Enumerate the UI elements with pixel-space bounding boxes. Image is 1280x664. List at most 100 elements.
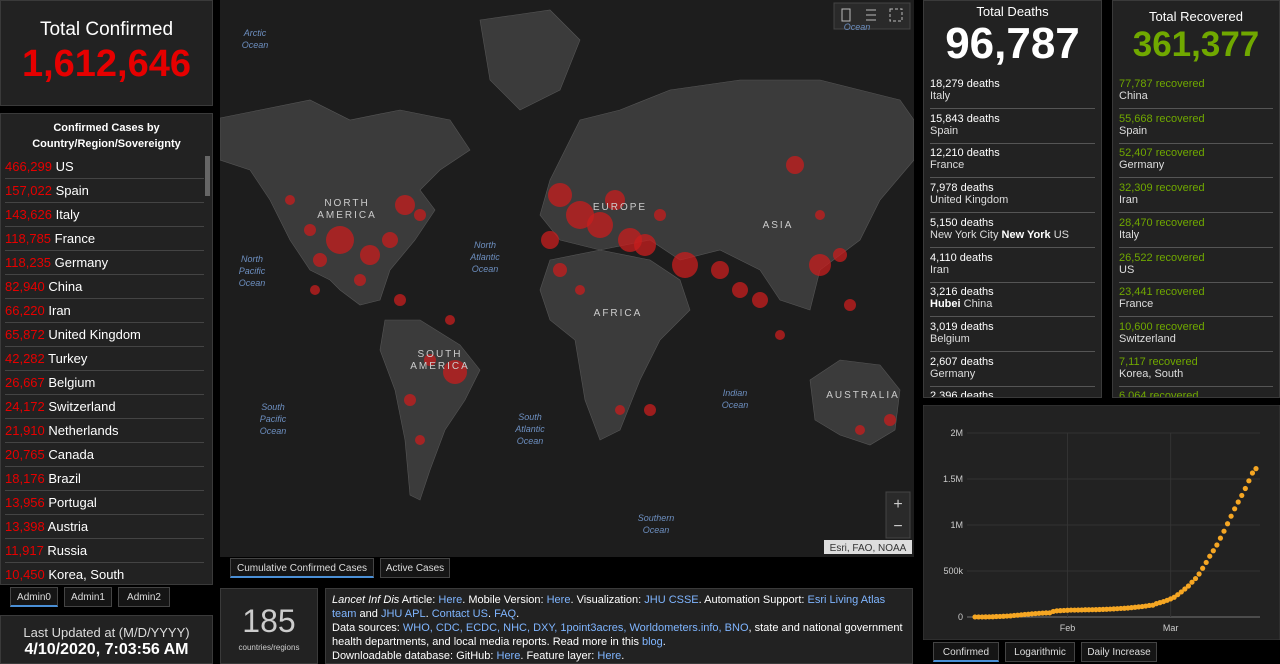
list-icon[interactable] — [866, 9, 876, 21]
link[interactable]: Here — [546, 594, 571, 606]
case-bubble — [605, 190, 625, 210]
recovered-place: Korea, South — [1119, 367, 1184, 380]
country-name: Germany — [54, 255, 109, 270]
zoom-in[interactable]: + — [893, 496, 902, 513]
recovered-count-line: 26,522 recovered — [1119, 252, 1273, 264]
ocean-label: Ocean — [844, 22, 871, 32]
map[interactable]: + − Esri, FAO, NOAA Arctic Ocean Ocean NORT… — [220, 0, 914, 557]
place-part: China — [960, 298, 993, 311]
case-bubble — [395, 195, 415, 215]
link[interactable]: blog — [642, 636, 663, 648]
deaths-count-line: 15,843 deaths — [930, 113, 1095, 125]
tab[interactable]: Logarithmic — [1005, 642, 1075, 662]
deaths-unit: deaths — [960, 320, 994, 333]
recovered-row: 26,522 recovered US — [1119, 248, 1273, 283]
continent-label: AMERICA — [410, 361, 470, 372]
deaths-total: 96,787 — [945, 19, 1080, 68]
deaths-row: 18,279 deaths Italy — [930, 74, 1095, 109]
recovered-count: 23,441 — [1119, 286, 1153, 299]
data-point — [972, 614, 978, 620]
country-name: Netherlands — [48, 423, 119, 438]
info-text: Article: — [399, 594, 439, 606]
chart-bg — [923, 405, 1280, 640]
ocean-label: Ocean — [472, 264, 499, 274]
link[interactable]: Here — [438, 594, 463, 606]
zoom-control[interactable] — [885, 491, 911, 539]
tab[interactable]: Daily Increase — [1081, 642, 1157, 662]
recovered-place: France — [1119, 298, 1154, 311]
recovered-count: 26,522 — [1119, 251, 1153, 264]
tab[interactable]: Cumulative Confirmed Cases — [230, 558, 374, 578]
country-name: Italy — [55, 207, 80, 222]
data-point — [1196, 571, 1202, 577]
tab[interactable]: Admin1 — [64, 587, 112, 607]
link[interactable]: WHO, CDC, ECDC, NHC, DXY, 1point3acres, … — [402, 622, 749, 634]
country-row: 65,872 United Kingdom — [5, 323, 204, 347]
recovered-row: 77,787 recovered China — [1119, 74, 1273, 109]
deaths-unit: deaths — [959, 251, 993, 264]
recovered-count-line: 55,668 recovered — [1119, 113, 1273, 125]
deaths-row: 5,150 deaths New York City New York US — [930, 213, 1095, 248]
country-row: 42,282 Turkey — [5, 347, 204, 371]
deaths-place: United Kingdom — [930, 194, 1095, 206]
ocean-label: North — [241, 254, 263, 264]
place-part: US — [1050, 228, 1069, 241]
case-bubble — [310, 285, 320, 295]
data-point — [1253, 466, 1259, 472]
recovered-unit: recovered — [1155, 147, 1205, 160]
deaths-count: 18,279 — [930, 78, 964, 90]
case-bubble — [711, 261, 729, 279]
tab[interactable]: Admin2 — [118, 587, 170, 607]
recovered-panel: Total Recovered 361,377 77,787 recovered… — [1112, 0, 1280, 398]
country-count: 13,398 — [5, 519, 45, 534]
country-count: 82,940 — [5, 279, 45, 294]
recovered-place: Spain — [1119, 124, 1148, 137]
link[interactable]: Esri Living Atlas team — [332, 594, 886, 620]
zoom-out[interactable]: − — [893, 518, 902, 535]
country-count: 24,172 — [5, 399, 45, 414]
recovered-count-line: 7,117 recovered — [1119, 356, 1273, 368]
link[interactable]: FAQ — [494, 608, 517, 620]
tab[interactable]: Active Cases — [380, 558, 450, 578]
place-part: Germany — [930, 367, 976, 380]
country-count: 20,765 — [5, 447, 45, 462]
ocean-label: Ocean — [260, 426, 287, 436]
country-name: Iran — [48, 303, 71, 318]
deaths-count-line: 4,110 deaths — [930, 252, 1095, 264]
tab[interactable]: Confirmed — [933, 642, 999, 662]
link[interactable]: JHU APL — [380, 608, 426, 620]
qr-icon[interactable] — [889, 8, 903, 22]
bookmark-icon[interactable] — [841, 8, 851, 22]
deaths-row: 7,978 deaths United Kingdom — [930, 178, 1095, 214]
link[interactable]: Contact US — [431, 608, 488, 620]
case-bubble — [815, 210, 825, 220]
deaths-row: 2,396 deaths — [930, 386, 1095, 398]
toolbar[interactable] — [833, 2, 911, 30]
data-point — [1192, 575, 1199, 582]
country-count: 18,176 — [5, 471, 45, 486]
case-bubble — [360, 245, 380, 265]
case-bubble — [644, 404, 656, 416]
country-name: Austria — [47, 519, 89, 534]
recovered-unit: recovered — [1155, 182, 1205, 195]
info-text: . — [516, 608, 520, 620]
case-bubble — [575, 285, 585, 295]
recovered-count-line: 32,309 recovered — [1119, 182, 1273, 194]
country-row: 18,176 Brazil — [5, 467, 204, 491]
deaths-place: New York City New York US — [930, 229, 1095, 241]
deaths-unit: deaths — [960, 182, 994, 195]
link[interactable]: Here — [496, 650, 521, 662]
case-bubble — [587, 212, 613, 238]
continent-label: AUSTRALIA — [826, 390, 900, 401]
deaths-unit: deaths — [960, 390, 994, 398]
recovered-row: 55,668 recovered Spain — [1119, 109, 1273, 144]
recovered-row: 28,470 recovered Italy — [1119, 213, 1273, 248]
recovered-count: 52,407 — [1119, 147, 1153, 160]
link[interactable]: Here — [597, 650, 622, 662]
deaths-count-line: 2,396 deaths — [930, 390, 1095, 398]
case-bubble — [414, 209, 426, 221]
country-name: US — [55, 159, 74, 174]
link[interactable]: JHU CSSE — [644, 594, 699, 606]
tab[interactable]: Admin0 — [10, 587, 58, 607]
country-row: 118,785 France — [5, 227, 204, 251]
